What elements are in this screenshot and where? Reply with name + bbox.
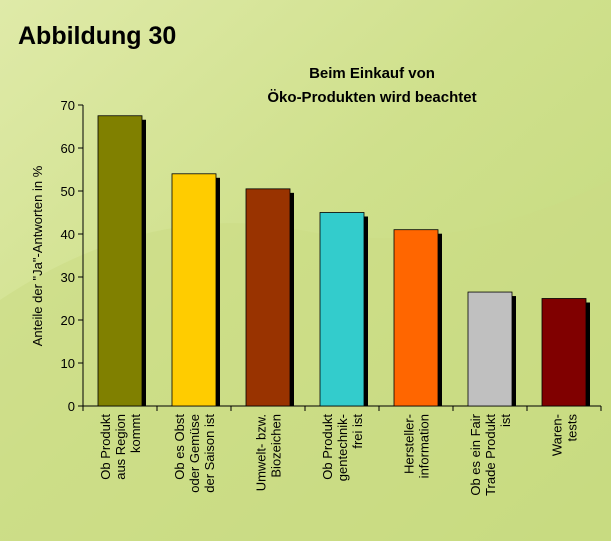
x-tick-label: der Saison ist <box>202 414 217 493</box>
y-axis-label: Anteile der "Ja"-Antworten in % <box>30 165 45 346</box>
x-tick-label: information <box>417 414 432 478</box>
y-tick-label: 40 <box>61 227 75 242</box>
x-tick-label: Ob Produkt <box>320 414 335 480</box>
bar <box>172 174 216 406</box>
y-tick-label: 50 <box>61 184 75 199</box>
x-tick-label: tests <box>565 414 580 442</box>
chart-title-line: Öko-Produkten wird beachtet <box>267 89 476 106</box>
x-tick-label: aus Region <box>113 414 128 480</box>
y-tick-label: 70 <box>61 98 75 113</box>
x-tick-label: oder Gemüse <box>187 414 202 493</box>
bar <box>320 213 364 407</box>
heading: Abbildung 30 <box>18 22 176 50</box>
x-tick-label: Ob Produkt <box>98 414 113 480</box>
x-tick-label: Ob es Obst <box>172 414 187 480</box>
bar <box>98 116 142 406</box>
y-tick-label: 60 <box>61 141 75 156</box>
x-tick-label: Waren- <box>550 414 565 456</box>
x-tick-label: Ob es ein Fair <box>468 413 483 495</box>
y-tick-label: 30 <box>61 270 75 285</box>
x-tick-label: Biozeichen <box>269 414 284 478</box>
chart: Abbildung 30 Beim Einkauf von Öko-Produkt… <box>0 0 611 541</box>
x-tick-label: frei ist <box>350 414 365 449</box>
bar <box>394 230 438 406</box>
bar <box>542 299 586 407</box>
y-tick-label: 0 <box>68 399 75 414</box>
y-tick-label: 20 <box>61 313 75 328</box>
x-tick-label: gentechnik- <box>335 414 350 481</box>
chart-title-line: Beim Einkauf von <box>309 65 435 82</box>
x-tick-label: ist <box>498 414 513 427</box>
bar <box>468 292 512 406</box>
y-tick-label: 10 <box>61 356 75 371</box>
x-tick-label: Umwelt- bzw. <box>254 414 269 491</box>
x-tick-label: Trade Produkt <box>483 414 498 496</box>
x-tick-label: Hersteller- <box>402 414 417 474</box>
x-tick-label: kommt <box>128 414 143 453</box>
bar <box>246 189 290 406</box>
